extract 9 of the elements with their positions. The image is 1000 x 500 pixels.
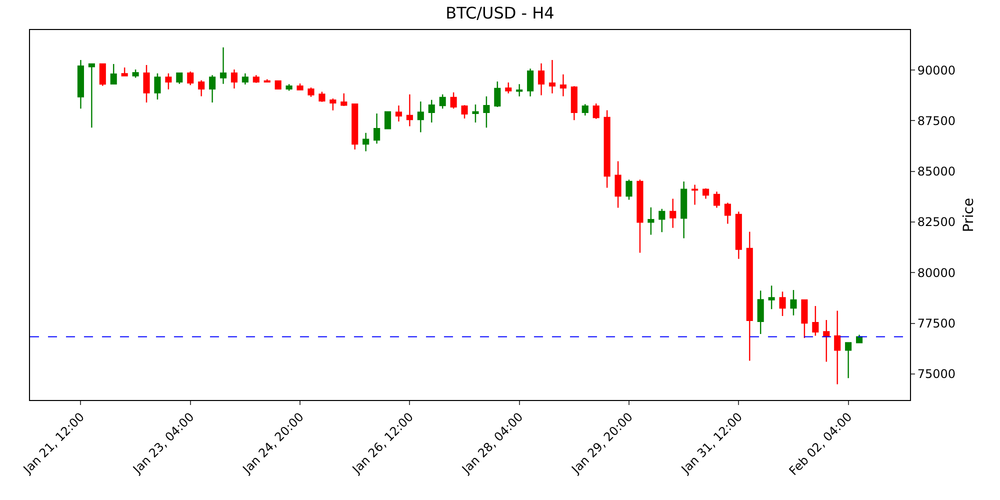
y-tick-label: 75000 [917,367,956,382]
y-tick-label: 80000 [917,266,956,280]
y-tick-label: 77500 [917,316,956,330]
y-tick-label: 85000 [917,164,956,179]
y-tick-label: 90000 [917,63,956,78]
y-tick-label: 82500 [917,215,956,230]
y-tick-label: 87500 [917,114,956,128]
y-axis-title: Price [960,198,977,232]
chart-title: BTC/USD - H4 [446,4,554,23]
